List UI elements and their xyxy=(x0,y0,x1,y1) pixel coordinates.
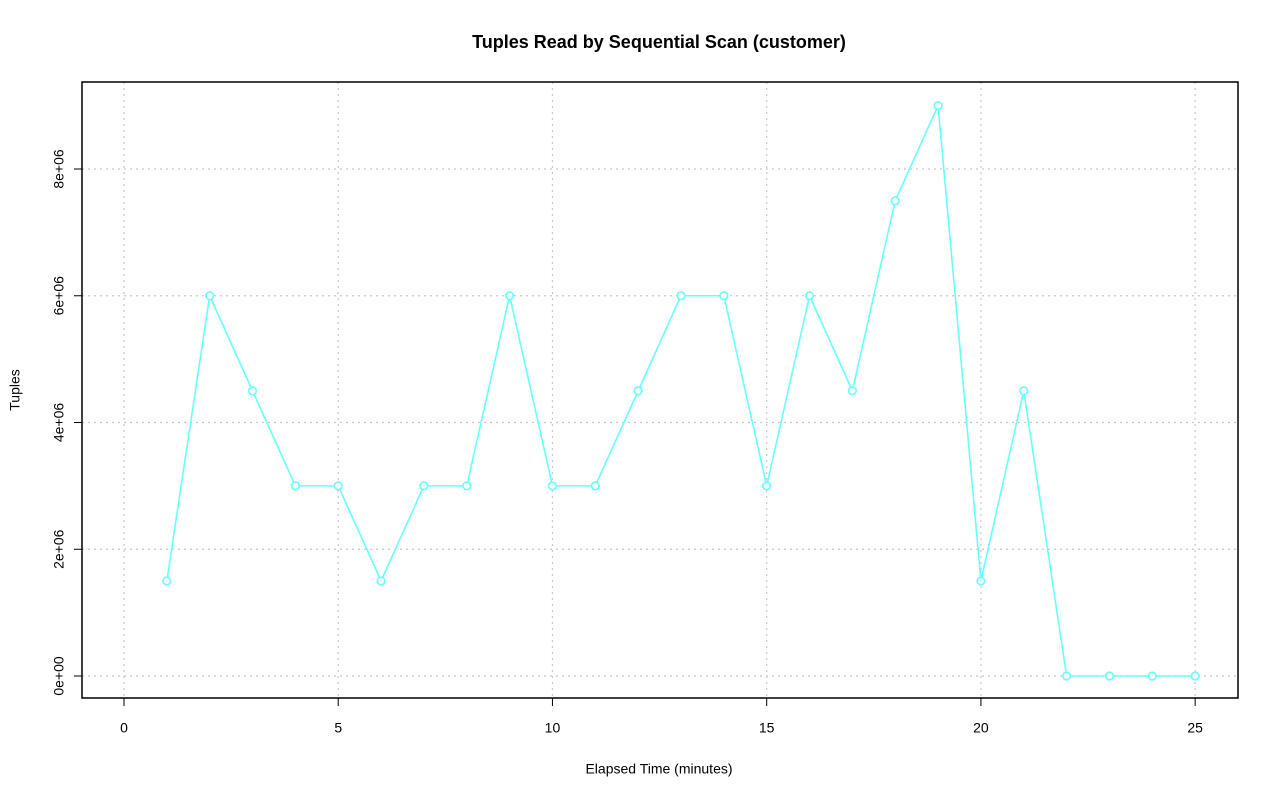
y-tick-label: 2e+06 xyxy=(51,529,67,569)
y-tick-label: 6e+06 xyxy=(51,276,67,316)
x-axis-label: Elapsed Time (minutes) xyxy=(585,761,732,777)
data-point xyxy=(333,481,343,491)
y-tick-label: 0e+00 xyxy=(51,656,67,696)
data-point xyxy=(205,291,215,301)
data-point xyxy=(933,101,943,111)
data-point xyxy=(804,291,815,301)
plot-frame xyxy=(81,81,1239,699)
data-point xyxy=(890,196,900,206)
x-tick-label: 10 xyxy=(545,720,561,736)
data-point xyxy=(547,481,558,491)
y-axis-label: Tuples xyxy=(7,369,23,411)
y-tick-label: 8e+06 xyxy=(51,149,67,189)
data-point xyxy=(1190,671,1200,681)
data-point xyxy=(1062,671,1072,681)
data-point xyxy=(762,481,772,491)
data-point xyxy=(162,576,172,586)
data-point xyxy=(590,481,600,491)
chart-title: Tuples Read by Sequential Scan (customer… xyxy=(472,32,846,52)
data-point xyxy=(505,291,515,301)
data-point xyxy=(1104,671,1115,681)
data-point xyxy=(247,386,258,396)
x-tick-label: 20 xyxy=(973,720,989,736)
data-line xyxy=(166,102,1196,677)
data-point xyxy=(676,291,686,301)
data-point xyxy=(1147,671,1157,681)
data-point xyxy=(376,576,386,586)
x-tick-label: 25 xyxy=(1187,720,1203,736)
data-point xyxy=(719,291,729,301)
y-tick-label: 4e+06 xyxy=(51,403,67,443)
data-point xyxy=(1019,386,1029,396)
data-point xyxy=(633,386,643,396)
x-tick-label: 15 xyxy=(759,720,775,736)
data-point xyxy=(290,481,300,491)
x-tick-label: 0 xyxy=(120,720,128,736)
data-point xyxy=(976,576,986,586)
data-point xyxy=(419,481,429,491)
data-point xyxy=(462,481,472,491)
x-tick-label: 5 xyxy=(334,720,342,736)
data-point xyxy=(847,386,857,396)
